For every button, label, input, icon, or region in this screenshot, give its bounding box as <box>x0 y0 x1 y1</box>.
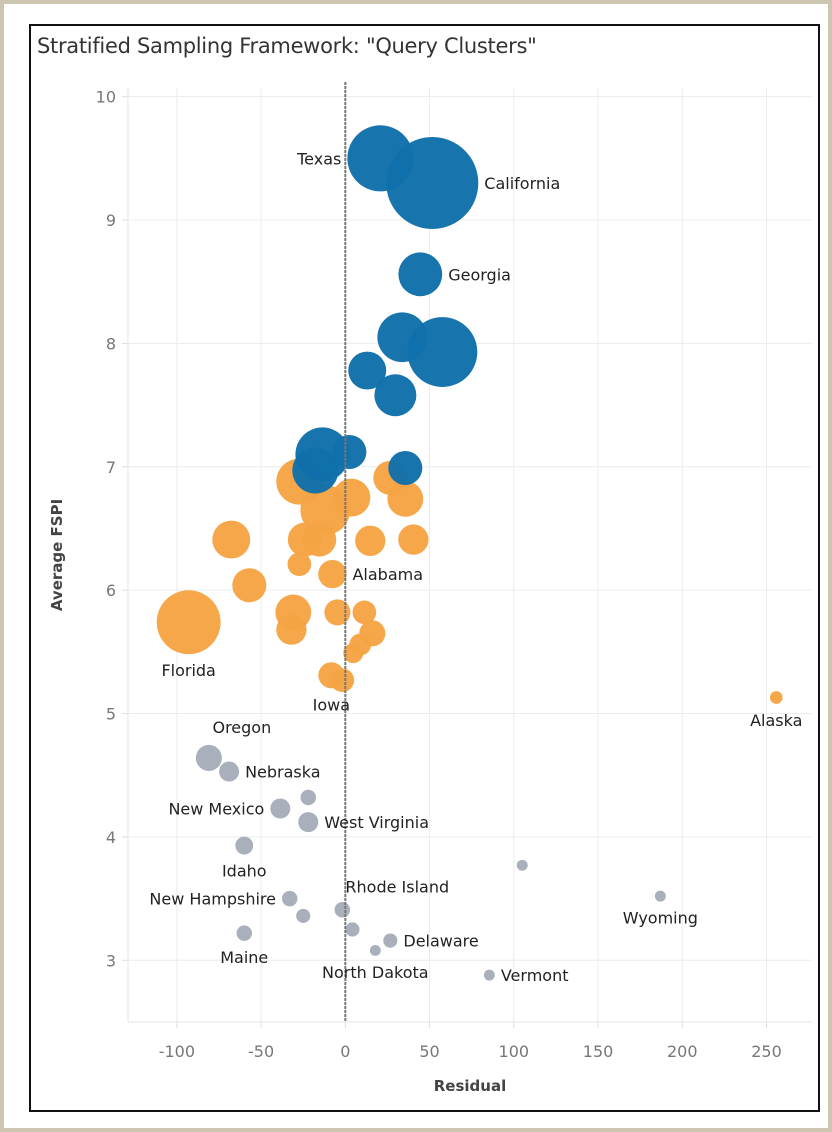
bubble-point <box>654 890 666 902</box>
bubble-point <box>386 136 479 230</box>
point-label: Iowa <box>313 695 350 714</box>
bubble-point <box>276 614 307 645</box>
point-label: California <box>484 174 560 193</box>
bubble-point <box>355 525 386 556</box>
bubble-point <box>232 568 267 603</box>
bubble-point <box>292 447 339 494</box>
chart-title: Stratified Sampling Framework: "Query Cl… <box>37 34 537 58</box>
bubble-point <box>236 925 252 941</box>
x-tick-label: 200 <box>667 1042 698 1061</box>
point-label: Idaho <box>222 862 267 881</box>
bubble-point <box>343 643 364 664</box>
point-label: New Mexico <box>168 800 264 819</box>
point-label: Maine <box>220 948 268 967</box>
x-tick-label: 50 <box>419 1042 439 1061</box>
bubble-point <box>195 744 222 772</box>
point-label: Rhode Island <box>345 878 449 897</box>
y-tick-label: 7 <box>106 458 116 477</box>
bubble-point <box>388 450 423 486</box>
x-tick-label: 250 <box>751 1042 782 1061</box>
bubble-point <box>300 789 317 806</box>
point-label: Georgia <box>448 265 511 284</box>
point-label: Wyoming <box>623 909 698 928</box>
bubble-point <box>407 317 478 387</box>
bubble-point <box>330 668 355 693</box>
bubble-point <box>398 252 443 297</box>
bubble-point <box>387 480 424 517</box>
bubble-point <box>318 559 347 589</box>
bubble-point <box>383 933 398 948</box>
bubble-point <box>769 691 783 704</box>
point-label: North Dakota <box>322 963 429 982</box>
point-label: Alaska <box>750 711 802 730</box>
y-axis-label: Average FSPI <box>48 499 66 611</box>
x-tick-label: -50 <box>248 1042 274 1061</box>
bubble-point <box>219 761 240 782</box>
point-label: Alabama <box>352 565 423 584</box>
bubble-point <box>369 944 381 956</box>
y-tick-label: 5 <box>106 705 116 724</box>
bubble-point <box>334 901 351 918</box>
point-label: Texas <box>296 149 341 168</box>
y-tick-label: 8 <box>106 334 116 353</box>
x-tick-label: 150 <box>583 1042 614 1061</box>
point-label: New Hampshire <box>149 890 276 909</box>
point-label: Delaware <box>403 932 478 951</box>
bubble-point <box>348 351 387 390</box>
point-label: Oregon <box>212 718 271 737</box>
bubble-point <box>516 859 528 871</box>
x-tick-label: 100 <box>499 1042 530 1061</box>
y-tick-label: 9 <box>106 211 116 230</box>
bubble-point <box>345 922 360 937</box>
x-tick-label: -100 <box>159 1042 195 1061</box>
bubble-point <box>398 524 429 555</box>
bubble-point <box>270 798 291 819</box>
y-tick-label: 4 <box>106 828 116 847</box>
x-tick-label: 0 <box>340 1042 350 1061</box>
bubble-point <box>212 520 251 559</box>
bubble-point <box>352 600 377 625</box>
y-tick-label: 6 <box>106 581 116 600</box>
bubble-point <box>374 374 417 417</box>
bubble-point <box>302 522 337 557</box>
point-label: Vermont <box>501 966 569 985</box>
bubble-point <box>281 890 298 907</box>
bubble-point <box>287 552 312 577</box>
bubble-point <box>298 812 319 833</box>
bubble-point <box>332 478 371 517</box>
bubble-point <box>156 590 221 655</box>
bubble-point <box>235 836 254 855</box>
y-tick-label: 10 <box>96 88 116 107</box>
bubble-point <box>483 969 495 981</box>
bubble-point <box>296 908 311 923</box>
bubble-point <box>324 599 351 626</box>
y-tick-label: 3 <box>106 951 116 970</box>
point-label: West Virginia <box>324 813 429 832</box>
point-label: Florida <box>161 661 215 680</box>
x-axis-label: Residual <box>434 1077 506 1095</box>
point-label: Nebraska <box>245 763 320 782</box>
